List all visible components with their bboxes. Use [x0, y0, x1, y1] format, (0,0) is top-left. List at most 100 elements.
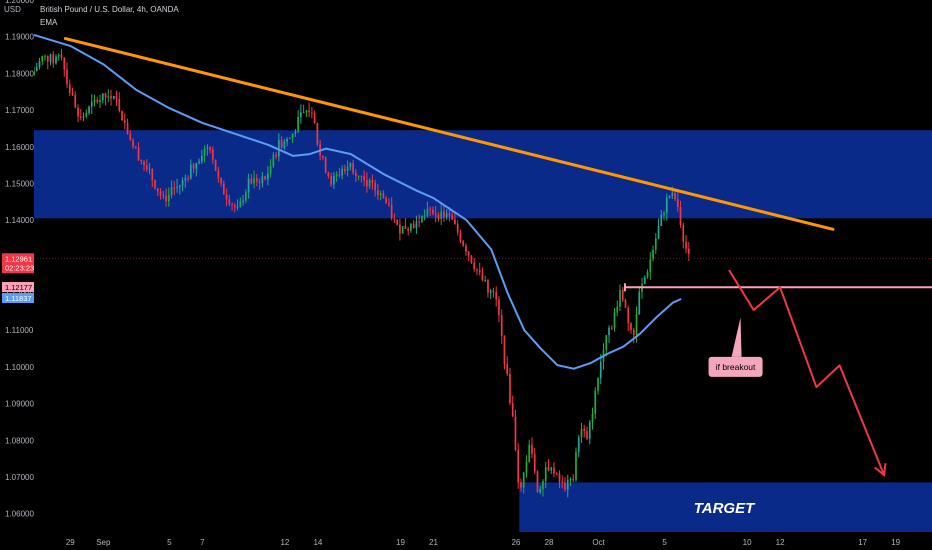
candle-body: [96, 99, 99, 103]
candle-body: [399, 224, 401, 234]
candle-body: [382, 193, 385, 199]
candle-body: [478, 270, 481, 273]
candle-body: [283, 141, 286, 148]
candle-body: [404, 226, 407, 229]
time-axis[interactable]: 29 Sep 5 7 12 14 19 21 26 28 Oct 5 10 12 17 19: [0, 532, 932, 550]
y-tick-label: 1.20000: [5, 0, 34, 5]
x-tick-label: 14: [313, 538, 322, 547]
candle-body: [222, 183, 225, 195]
candle-body: [181, 180, 184, 186]
candle-body: [88, 106, 90, 113]
y-tick-label: 1.14000: [5, 216, 34, 225]
candle-body: [426, 208, 429, 216]
candle-body: [173, 187, 176, 189]
candle-body: [665, 197, 668, 213]
candle-body: [291, 133, 294, 139]
candle-body: [289, 138, 291, 140]
candle-body: [627, 307, 630, 324]
candle-body: [676, 199, 679, 207]
annotation-box[interactable]: [708, 356, 763, 377]
x-tick-label: 29: [66, 538, 75, 547]
candle-body: [275, 154, 277, 157]
candle-body: [613, 312, 616, 328]
trendline[interactable]: [63, 37, 835, 231]
candle-body: [192, 164, 195, 169]
candle-body: [60, 54, 63, 58]
candle-body: [244, 192, 247, 201]
x-tick-label: 10: [743, 538, 752, 547]
candle-body: [300, 112, 302, 117]
candle-body: [553, 467, 555, 474]
price-badge-1[interactable]: [2, 282, 34, 293]
candle-body: [569, 478, 572, 480]
candle-body: [423, 215, 426, 217]
candle-body: [57, 54, 60, 57]
candle-body: [657, 226, 660, 239]
candle-body: [297, 116, 299, 132]
candle-body: [302, 112, 305, 114]
candle-body: [443, 211, 445, 218]
candle-body: [638, 291, 641, 315]
price-badge-label: 1.12177: [5, 283, 32, 292]
price-badge-0[interactable]: [2, 253, 34, 274]
candle-body: [624, 299, 627, 308]
target-label: TARGET: [694, 500, 756, 517]
candle-body: [258, 181, 261, 184]
candle-body: [104, 93, 107, 98]
candle-body: [85, 112, 88, 117]
candle-body: [396, 219, 399, 225]
candle-body: [412, 223, 415, 229]
candle-body: [211, 149, 214, 160]
candle-body: [682, 225, 685, 242]
candle-body: [74, 94, 77, 108]
candle-body: [187, 178, 189, 180]
ema-line: [33, 33, 682, 370]
candle-body: [500, 315, 503, 336]
candle-body: [674, 193, 676, 200]
candle-body: [517, 449, 520, 483]
price-axis[interactable]: 1.20000 1.19000 1.18000 1.17000 1.16000 1.150…: [0, 0, 34, 550]
candle-body: [316, 123, 319, 145]
candle-body: [203, 148, 206, 156]
candle-body: [377, 190, 379, 196]
candle-body: [467, 251, 470, 256]
candle-body: [217, 170, 220, 179]
candle-body: [110, 96, 112, 99]
candle-body: [247, 178, 250, 193]
candle-body: [561, 481, 564, 483]
annotation-text: if breakout: [716, 362, 756, 372]
candle-body: [663, 212, 665, 215]
candle-body: [357, 175, 360, 177]
candle-body: [660, 214, 663, 227]
candle-body: [393, 218, 396, 220]
candle-body: [132, 140, 134, 147]
candle-body: [269, 166, 272, 174]
overlays-layer: if breakout TARGET: [33, 33, 932, 517]
candle-body: [484, 279, 487, 281]
candle-body: [564, 482, 566, 490]
candle-body: [140, 160, 143, 162]
candle-body: [338, 174, 341, 176]
candle-body: [621, 289, 624, 300]
candle-body: [492, 290, 495, 293]
projection-path[interactable]: [728, 269, 886, 476]
candle-body: [591, 413, 594, 423]
candle-body: [481, 272, 484, 281]
candle-body: [189, 164, 192, 179]
price-badge-2[interactable]: [2, 293, 34, 304]
candle-body: [278, 140, 280, 157]
candle-body: [38, 61, 41, 68]
y-tick-label: 1.08000: [5, 436, 34, 445]
candle-body: [352, 163, 354, 173]
candle-body: [454, 219, 456, 224]
candle-body: [555, 473, 558, 475]
candle-body: [608, 327, 610, 336]
candle-body: [178, 185, 181, 187]
candle-body: [253, 178, 255, 184]
candle-body: [233, 204, 236, 208]
candle-body: [619, 289, 621, 307]
candle-body: [679, 206, 682, 226]
candle-body: [374, 182, 377, 191]
